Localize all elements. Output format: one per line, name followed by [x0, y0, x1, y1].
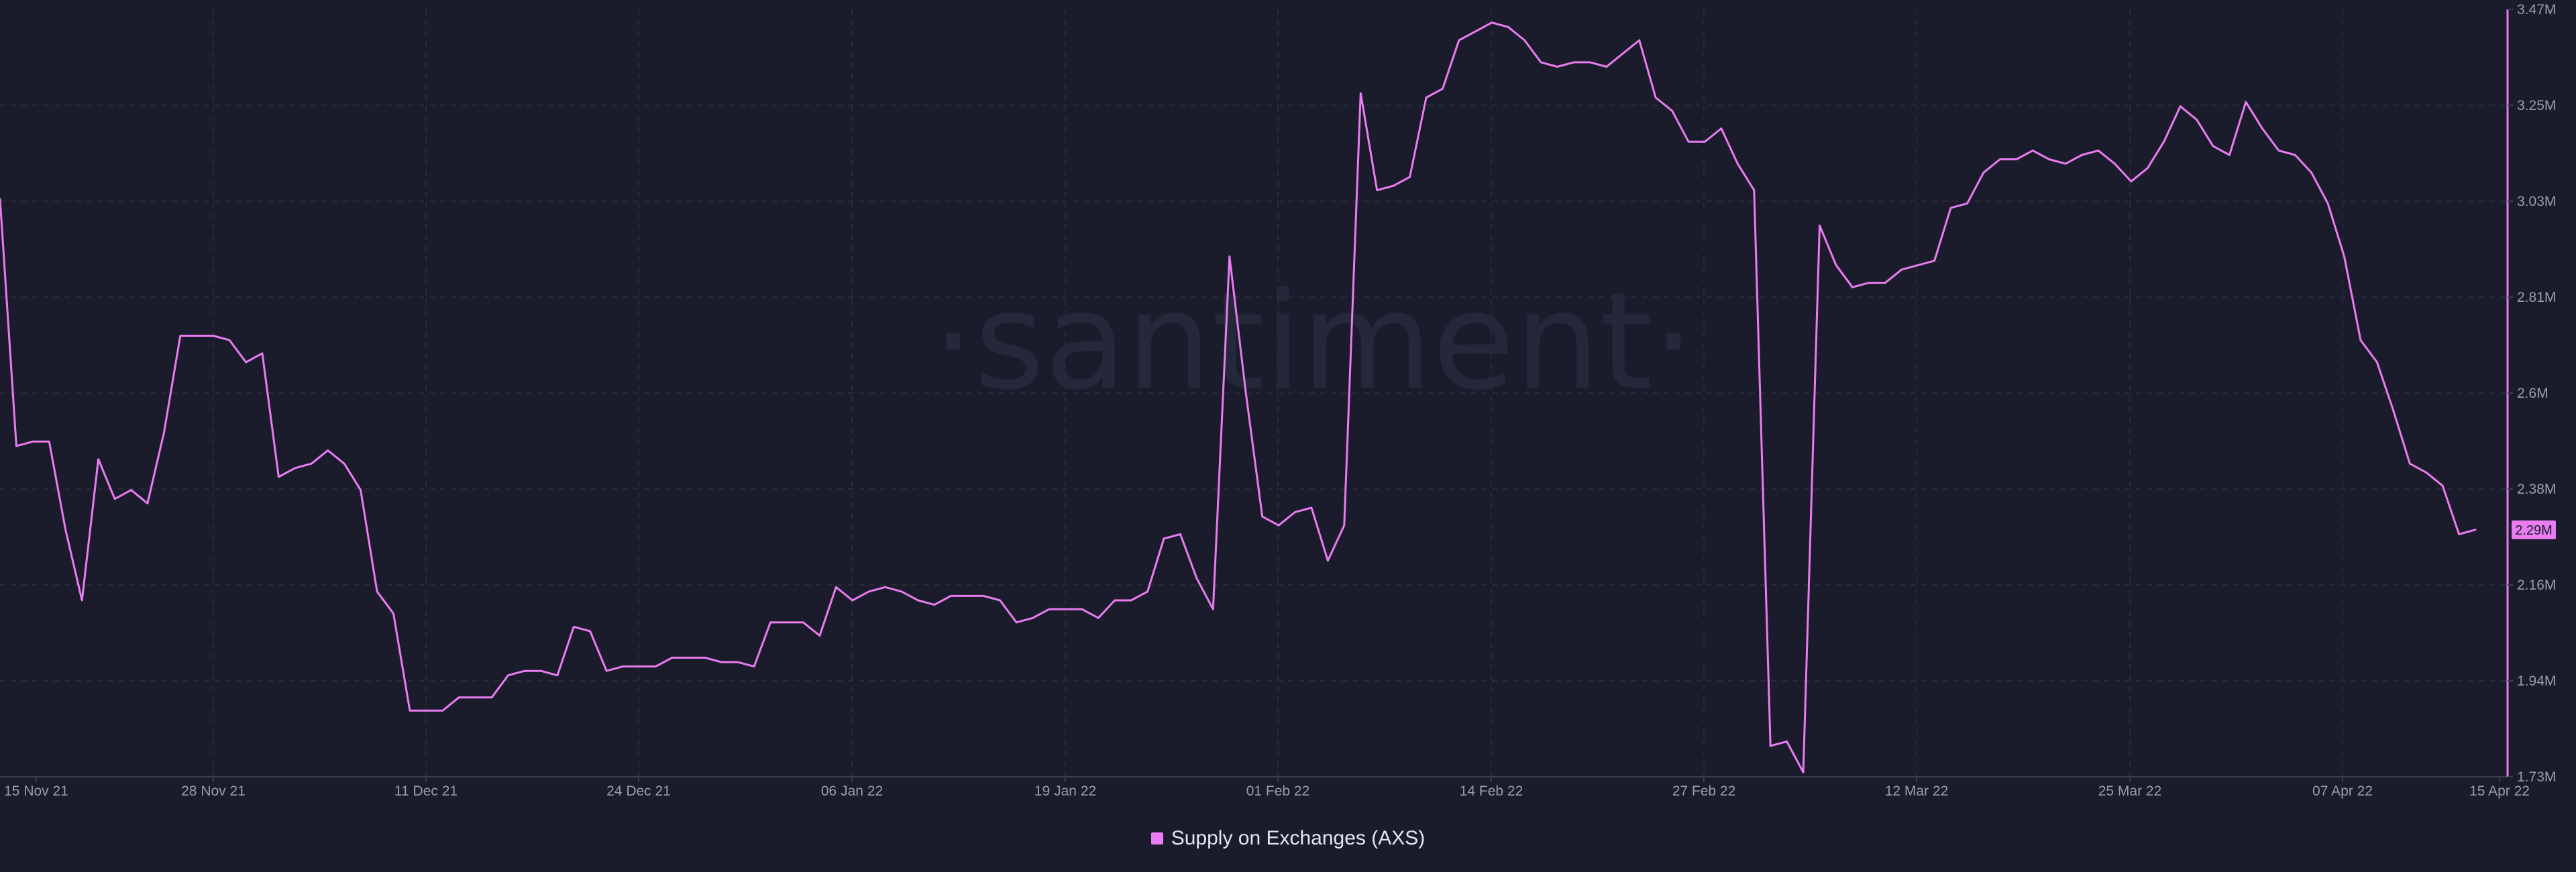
- series-layer[interactable]: [0, 21, 2477, 773]
- x-tick-label: 19 Jan 22: [1034, 783, 1096, 799]
- watermark: ·santiment·: [932, 264, 1695, 420]
- y-tick-label: 2.38M: [2517, 482, 2556, 497]
- y-tick-label: 1.73M: [2517, 769, 2556, 785]
- x-tick-label: 07 Apr 22: [2312, 783, 2373, 799]
- x-tick-label: 14 Feb 22: [1460, 783, 1523, 799]
- current-value-badge: [2512, 520, 2556, 539]
- y-tick-label: 2.6M: [2517, 386, 2548, 401]
- y-axis-ticks: 3.47M 3.25M 3.03M 2.81M 2.6M 2.38M 2.16M 1.94M 1…: [2508, 2, 2556, 785]
- legend-label: Supply on Exchanges (AXS): [1171, 827, 1426, 849]
- y-tick-label: 3.03M: [2517, 194, 2556, 209]
- current-value-label: 2.29M: [2515, 523, 2553, 538]
- x-tick-label: 24 Dec 21: [606, 783, 671, 799]
- y-tick-label: 3.25M: [2517, 98, 2556, 113]
- legend-swatch: [1150, 832, 1163, 844]
- y-tick-label: 1.94M: [2517, 673, 2556, 689]
- y-tick-label: 3.47M: [2517, 2, 2556, 17]
- x-axis-ticks: 15 Nov 21 28 Nov 21 11 Dec 21 24 Dec 21 06 J…: [4, 777, 2530, 799]
- current-value-marker: 2.29M: [2512, 520, 2556, 539]
- legend[interactable]: Supply on Exchanges (AXS): [0, 824, 2576, 853]
- x-tick-label: 15 Apr 22: [2469, 783, 2530, 799]
- y-tick-label: 2.81M: [2517, 290, 2556, 305]
- x-tick-label: 28 Nov 21: [181, 783, 246, 799]
- x-tick-label: 12 Mar 22: [1885, 783, 1949, 799]
- x-tick-label: 15 Nov 21: [4, 783, 68, 799]
- x-tick-label: 25 Mar 22: [2098, 783, 2162, 799]
- x-tick-label: 11 Dec 21: [394, 783, 458, 799]
- x-tick-label: 01 Feb 22: [1246, 783, 1310, 799]
- x-tick-label: 06 Jan 22: [821, 783, 883, 799]
- x-tick-label: 27 Feb 22: [1672, 783, 1736, 799]
- series-line-supply-on-exchanges[interactable]: [0, 21, 2477, 773]
- y-tick-label: 2.16M: [2517, 578, 2556, 593]
